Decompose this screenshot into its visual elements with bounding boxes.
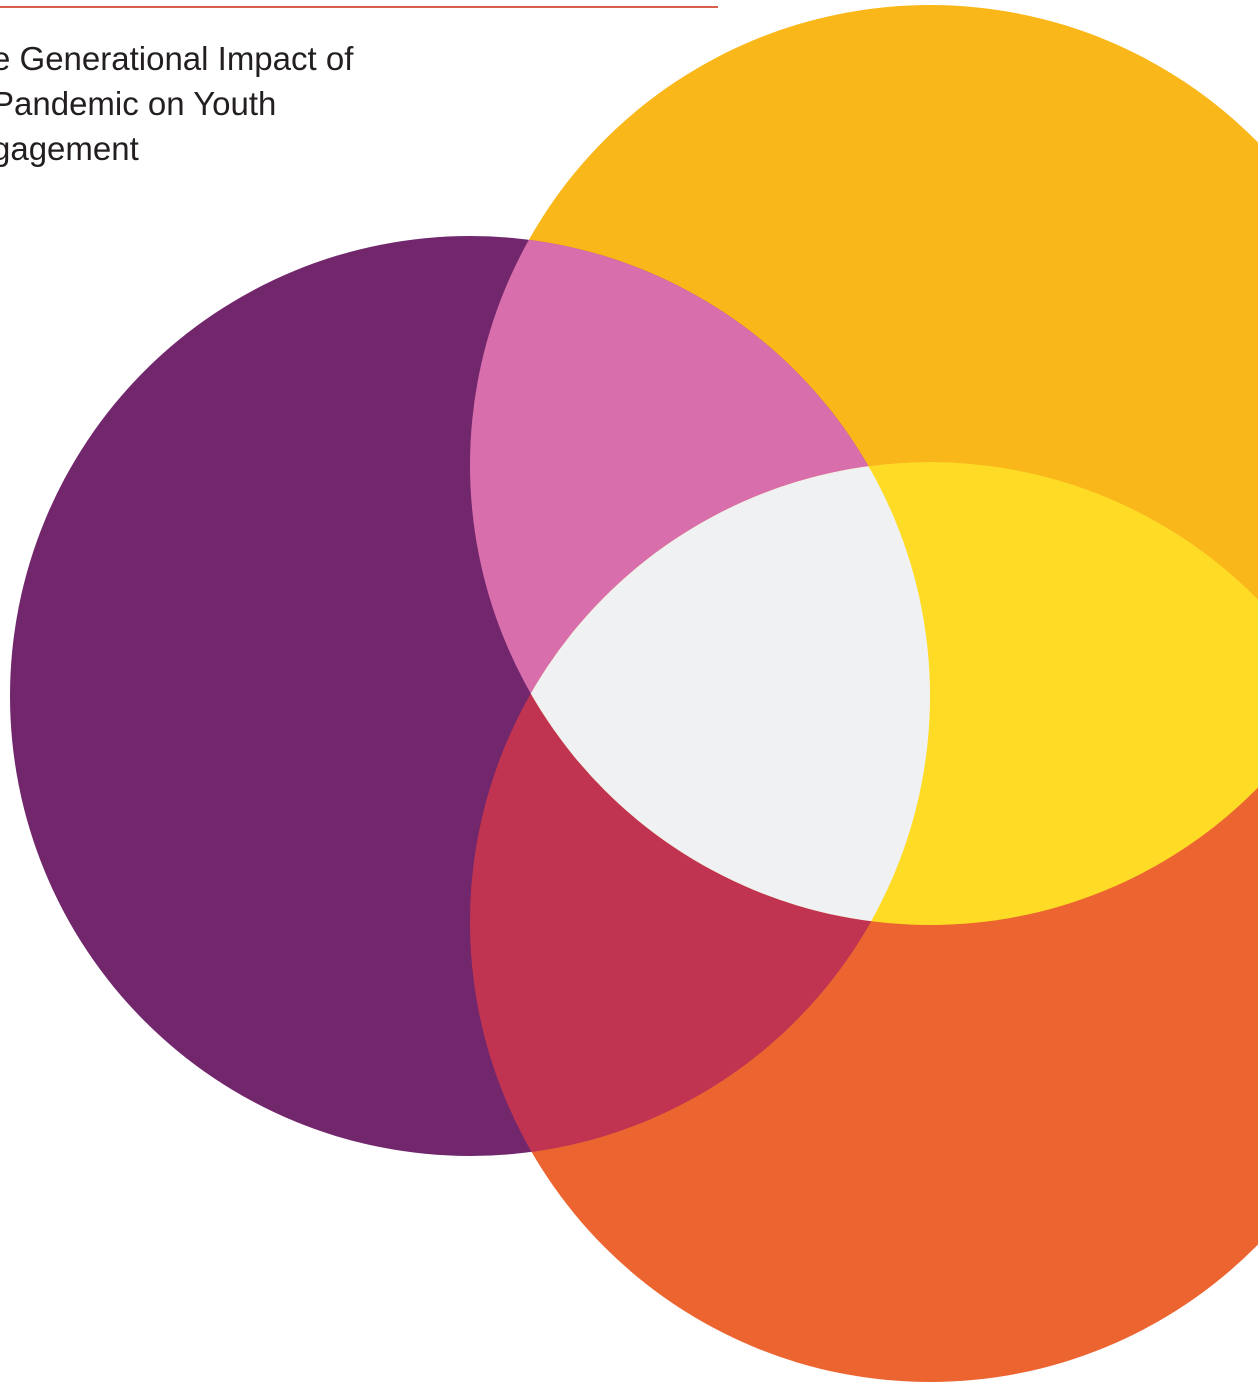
center-overlap (470, 462, 930, 925)
title-line-2: Pandemic on Youth (0, 85, 277, 122)
title-line-1: e Generational Impact of (0, 40, 354, 77)
page-title: e Generational Impact of Pandemic on You… (0, 36, 353, 171)
top-rule (0, 6, 718, 8)
title-line-3: gagement (0, 130, 139, 167)
